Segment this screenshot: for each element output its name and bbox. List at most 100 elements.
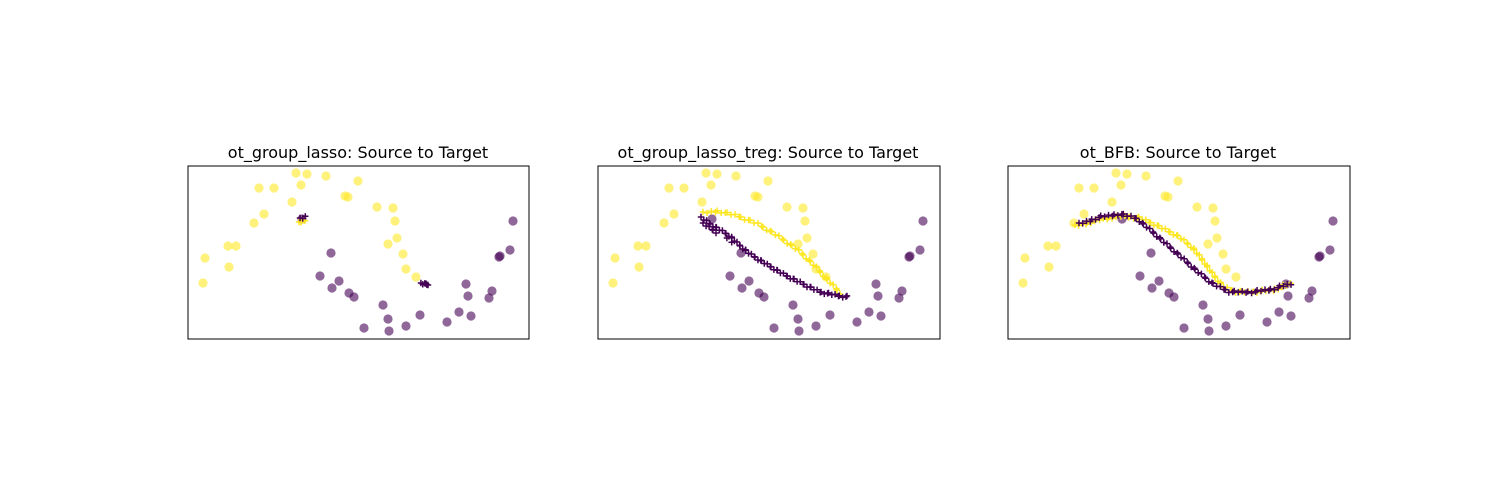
target-point: [372, 202, 382, 212]
mapped-source-point: [1110, 211, 1118, 218]
mapped-source-point: [1120, 210, 1127, 218]
mapped-source-point: [1157, 235, 1164, 243]
mapped-source-point: [817, 269, 824, 276]
mapped-source-point: [1198, 270, 1205, 277]
mapped-source-point: [830, 281, 837, 288]
target-point: [1116, 180, 1126, 190]
mapped-source-point: [768, 228, 775, 235]
mapped-source-point: [836, 292, 843, 299]
mapped-source-point: [1271, 286, 1278, 293]
mapped-source-point: [699, 219, 707, 227]
mapped-source-point: [1160, 239, 1167, 246]
mapped-source-point: [754, 219, 762, 227]
target-point: [871, 279, 881, 289]
target-point: [388, 203, 398, 213]
target-point: [634, 262, 644, 272]
mapped-source-point: [833, 286, 841, 294]
target-point: [223, 241, 233, 251]
target-point: [1283, 291, 1293, 301]
target-point: [1286, 311, 1296, 321]
target-point: [1089, 183, 1099, 193]
mapped-source-point: [1153, 233, 1160, 240]
target-point: [454, 307, 464, 317]
target-point: [461, 279, 471, 289]
target-point: [415, 310, 425, 320]
mapped-source-point: [703, 217, 710, 224]
target-point: [390, 216, 400, 226]
mapped-source-point: [712, 229, 720, 237]
target-point: [505, 245, 515, 255]
target-point: [800, 216, 810, 226]
target-point: [852, 317, 862, 327]
mapped-source-point: [709, 226, 717, 234]
target-point: [1218, 249, 1228, 259]
mapped-source-point: [792, 245, 799, 252]
mapped-source-point: [1184, 240, 1191, 248]
target-point: [269, 183, 279, 193]
mapped-source-point: [1201, 274, 1208, 281]
target-point: [401, 264, 411, 274]
mapped-source-point: [723, 209, 731, 216]
mapped-source-point: [795, 246, 803, 253]
target-point: [679, 183, 689, 193]
mapped-source-point: [728, 239, 735, 246]
target-point: [1051, 241, 1061, 251]
mapped-source-point: [1143, 224, 1150, 231]
target-point: [1307, 286, 1317, 296]
target-point: [753, 192, 763, 202]
mapped-source-point: [1209, 269, 1216, 276]
target-point: [1203, 239, 1213, 249]
target-point: [811, 321, 821, 331]
target-point: [1204, 326, 1214, 336]
mapped-source-point: [1235, 289, 1242, 296]
target-point: [1122, 169, 1132, 179]
target-point: [1328, 216, 1338, 226]
subplot-title: ot_BFB: Source to Target: [1080, 143, 1276, 163]
target-point: [782, 202, 792, 212]
target-point: [1325, 245, 1335, 255]
target-point: [463, 291, 473, 301]
target-point: [1198, 300, 1208, 310]
target-point: [302, 169, 312, 179]
mapped-source-point: [1253, 287, 1261, 294]
mapped-source-point: [1204, 263, 1211, 271]
mapped-source-point: [713, 207, 721, 214]
target-point: [1147, 283, 1157, 293]
target-point: [798, 203, 808, 213]
target-point: [1315, 251, 1325, 261]
mapped-source-point: [1140, 220, 1147, 228]
target-point: [1044, 262, 1054, 272]
mapped-source-point: [817, 288, 825, 296]
mapped-source-point: [1170, 248, 1178, 255]
scatter-marks: [608, 168, 928, 336]
target-point: [1079, 209, 1089, 219]
mapped-source-point: [759, 223, 767, 231]
mapped-source-point: [763, 227, 770, 234]
mapped-source-point: [737, 213, 744, 221]
mapped-source-point: [1097, 212, 1104, 219]
target-point: [825, 310, 835, 320]
mapped-source-point: [1146, 225, 1153, 232]
mapped-source-point: [1257, 287, 1265, 295]
target-point: [1221, 321, 1231, 331]
target-point: [731, 171, 741, 181]
mapped-source-point: [1209, 280, 1217, 287]
mapped-source-point: [1239, 288, 1246, 295]
target-point: [1018, 278, 1028, 288]
mapped-source-point: [1195, 269, 1202, 276]
target-point: [378, 300, 388, 310]
mapped-source-point: [1190, 246, 1198, 253]
target-point: [706, 180, 716, 190]
mapped-source-point: [1162, 225, 1169, 232]
mapped-source-point: [1079, 220, 1086, 227]
mapped-source-point: [1267, 285, 1274, 293]
target-point: [343, 192, 353, 202]
mapped-source-point: [699, 208, 707, 216]
target-point: [864, 307, 874, 317]
mapped-source-point: [1150, 229, 1157, 237]
mapped-source-point: [772, 231, 779, 239]
mapped-source-point: [1211, 274, 1219, 281]
target-point: [1146, 248, 1156, 258]
mapped-source-point: [705, 223, 713, 230]
mapped-source-point: [1202, 275, 1209, 282]
